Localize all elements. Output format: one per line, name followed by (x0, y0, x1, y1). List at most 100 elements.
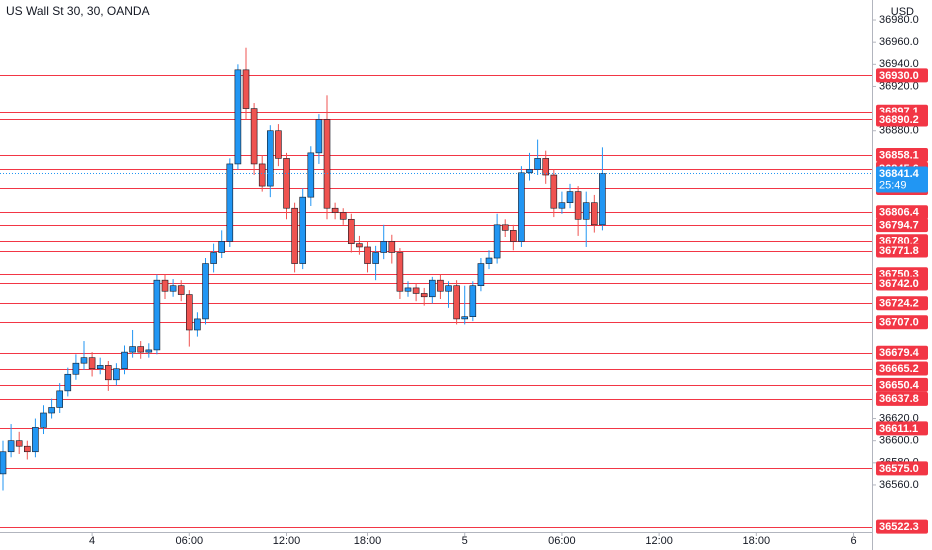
candle-body (15, 440, 23, 447)
candle-body (129, 346, 136, 353)
level-label-box (876, 377, 928, 392)
level-label-box (876, 461, 928, 476)
level-label: 36665.2 (879, 363, 919, 375)
level-label-box (876, 361, 928, 376)
candle-body (477, 263, 485, 287)
x-tick-label: 06:00 (548, 535, 576, 547)
y-tick-label: 36880.0 (879, 125, 919, 137)
candle-body (323, 119, 331, 209)
candle-body (566, 191, 574, 203)
level-label: 36707.0 (879, 317, 919, 329)
candle-body (599, 173, 606, 226)
candle-body (339, 212, 347, 220)
y-tick-label: 36960.0 (879, 36, 919, 48)
candle-body (558, 202, 566, 209)
candle-body (485, 257, 493, 264)
x-tick-label: 06:00 (176, 535, 204, 547)
level-label-box (876, 345, 928, 360)
candle-body (331, 207, 339, 213)
y-tick-label: 36920.0 (879, 80, 919, 92)
candle-body (121, 351, 128, 370)
candle-body (96, 365, 104, 370)
candle-body (453, 285, 460, 320)
candle-body (510, 230, 517, 242)
candle-body (0, 451, 7, 475)
level-label: 36742.0 (879, 278, 919, 290)
candle-body (356, 243, 363, 248)
candle-body (153, 279, 161, 351)
candle-body (194, 318, 201, 331)
candle-body (258, 163, 266, 187)
level-label: 36771.8 (879, 245, 919, 257)
level-label-box (876, 205, 928, 220)
candle-body (372, 252, 379, 264)
level-label: 36724.2 (879, 298, 919, 310)
candle-body (348, 218, 355, 244)
level-label: 36650.4 (879, 379, 920, 391)
y-tick-label: 36560.0 (879, 479, 919, 491)
candle-body (267, 130, 274, 187)
level-label-box (876, 391, 928, 406)
last-price-label: 36841.4 (879, 168, 920, 180)
candle-body (445, 285, 452, 292)
candle-body (242, 69, 250, 109)
level-label-box (876, 276, 928, 291)
x-tick-label: 6 (850, 535, 856, 547)
candle-body (186, 294, 193, 331)
level-label-box (876, 296, 928, 311)
candle-body (275, 130, 282, 159)
y-tick-label: 36600.0 (879, 435, 919, 447)
level-label: 36794.7 (879, 220, 919, 232)
x-tick-label: 5 (462, 535, 468, 547)
level-label: 36522.3 (879, 521, 919, 533)
candle-body (412, 287, 420, 294)
candle-body (591, 202, 598, 226)
candle-body (226, 163, 234, 242)
x-tick-label: 12:00 (273, 535, 301, 547)
candle-body (437, 279, 444, 292)
candle-body (526, 169, 533, 174)
candle-body (137, 346, 145, 353)
candle-body (113, 368, 120, 381)
candle-body (380, 241, 388, 253)
candle-body (88, 357, 96, 370)
candle-body (518, 172, 525, 242)
level-label-box (876, 218, 928, 233)
candle-body (56, 390, 63, 408)
y-tick-label: 36980.0 (879, 14, 919, 26)
candle-body (396, 252, 404, 292)
candle-body (388, 241, 396, 253)
level-label-box (876, 315, 928, 330)
candle-body (429, 279, 436, 298)
x-tick-label: 18:00 (354, 535, 382, 547)
candle-body (23, 445, 31, 453)
level-label: 36930.0 (879, 70, 919, 82)
candle-body (72, 362, 80, 375)
candle-body (145, 349, 153, 353)
candle-body (542, 158, 550, 176)
candle-body (461, 316, 469, 320)
level-label-box (876, 147, 928, 162)
last-price-box (876, 166, 928, 193)
level-label: 36806.4 (879, 207, 920, 219)
x-tick-label: 12:00 (645, 535, 673, 547)
candle-body (48, 407, 55, 414)
currency-label: USD (891, 6, 914, 18)
candle-body (80, 357, 88, 364)
candle-body (40, 412, 47, 428)
candle-body (161, 279, 169, 292)
candle-body (364, 246, 371, 264)
candle-body (7, 440, 15, 453)
candle-body (218, 241, 226, 253)
candle-body (534, 158, 541, 170)
candle-body (210, 252, 217, 264)
level-label-box (876, 112, 928, 127)
candle-body (582, 202, 590, 220)
level-label-box (876, 68, 928, 83)
candle-body (202, 263, 209, 320)
candle-body (32, 427, 39, 453)
level-label: 36575.0 (879, 463, 919, 475)
level-label: 36637.8 (879, 393, 919, 405)
